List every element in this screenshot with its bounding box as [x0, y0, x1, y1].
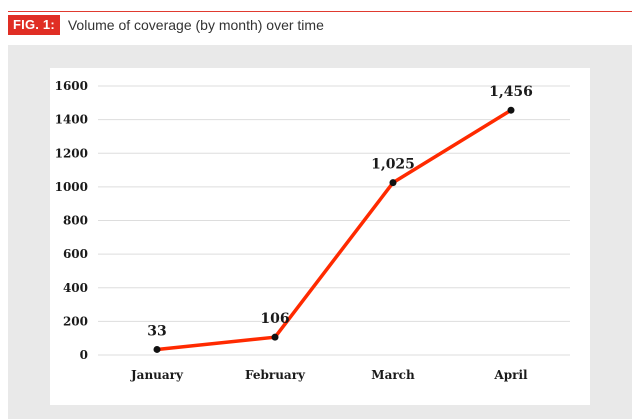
y-axis-ticks: 0 200 400 600 800 1000 1200 1400 1600 [55, 79, 88, 362]
data-point [271, 333, 279, 341]
data-label: 33 [147, 323, 166, 339]
top-rule [8, 11, 632, 12]
figure-number-badge: FIG. 1: [8, 15, 60, 35]
y-tick-label: 1600 [55, 79, 88, 93]
x-tick-label: April [493, 368, 528, 382]
data-point [389, 179, 397, 187]
data-label: 1,456 [489, 84, 533, 100]
data-labels: 33 106 1,025 1,456 [147, 84, 533, 339]
data-points [153, 106, 515, 353]
figure-header: FIG. 1: Volume of coverage (by month) ov… [8, 15, 324, 35]
y-tick-label: 200 [63, 314, 88, 328]
series-line [155, 108, 513, 352]
y-tick-label: 1000 [55, 180, 88, 194]
x-axis-ticks: January February March April [130, 368, 528, 382]
y-tick-label: 400 [63, 281, 88, 295]
data-point [507, 106, 515, 114]
chart-panel [50, 68, 590, 405]
x-tick-label: March [371, 368, 415, 382]
x-tick-label: February [245, 368, 306, 382]
gridlines [98, 85, 570, 356]
y-tick-label: 1400 [55, 113, 88, 127]
y-tick-label: 1200 [55, 146, 88, 160]
data-label: 1,025 [371, 157, 415, 173]
y-tick-label: 0 [80, 348, 88, 362]
data-label: 106 [260, 311, 289, 327]
data-point [153, 345, 161, 353]
figure-caption: Volume of coverage (by month) over time [67, 17, 324, 33]
line-chart: 0 200 400 600 800 1000 1200 1400 1600 January Feb… [55, 79, 570, 382]
y-tick-label: 600 [63, 247, 88, 261]
y-tick-label: 800 [63, 214, 88, 228]
series-line-group [155, 108, 513, 352]
x-tick-label: January [130, 368, 184, 382]
